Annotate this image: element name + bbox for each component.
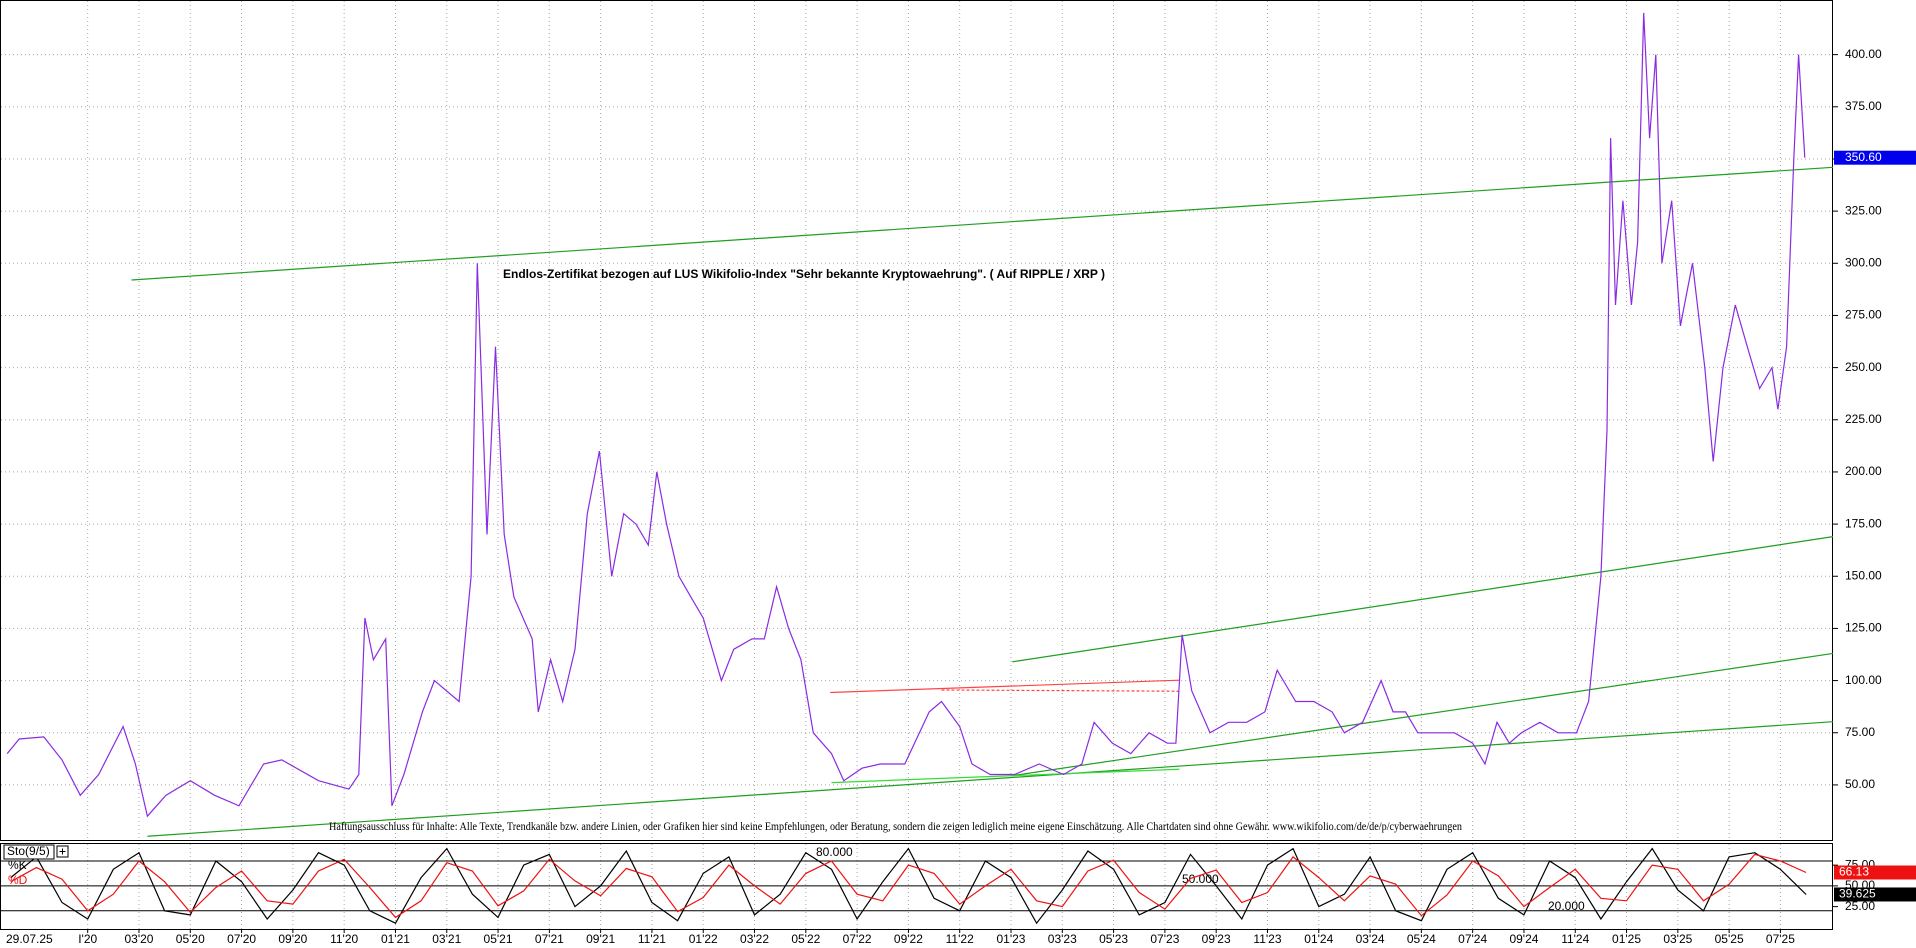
y-tick-label: 100.00 — [1845, 673, 1882, 687]
x-tick-label: 03'25 — [1663, 932, 1692, 946]
x-tick-label: 07'20 — [227, 932, 256, 946]
x-tick-label: I'20 — [78, 932, 97, 946]
last-value-label: 39.625 — [1839, 887, 1876, 901]
trendline — [1014, 652, 1834, 776]
trendline — [131, 166, 1834, 281]
y-tick-label: 325.00 — [1845, 203, 1882, 217]
y-tick-label: 225.00 — [1845, 412, 1882, 426]
x-tick-label: 05'21 — [484, 932, 513, 946]
x-tick-label: 05'24 — [1407, 932, 1436, 946]
y-tick-label: 25.00 — [1845, 899, 1875, 913]
series-line — [6, 12, 1806, 818]
x-tick-label: 09'20 — [278, 932, 307, 946]
y-tick-label: 200.00 — [1845, 464, 1882, 478]
x-tick-label: 01'21 — [381, 932, 410, 946]
y-tick-label: 50.00 — [1845, 777, 1875, 791]
x-tick-label: 01'25 — [1612, 932, 1641, 946]
trendline — [831, 768, 1180, 784]
x-tick-label: 05'23 — [1099, 932, 1128, 946]
x-tick-label: 11'22 — [946, 932, 974, 946]
date-label: 29.07.25 — [6, 932, 53, 946]
y-tick-label: 375.00 — [1845, 99, 1882, 113]
x-tick-label: 01'22 — [689, 932, 718, 946]
stoch-title-box — [3, 844, 55, 860]
legend-entry: %K — [8, 858, 27, 872]
x-tick-label: 09'24 — [1509, 932, 1538, 946]
y-tick-label: 275.00 — [1845, 308, 1882, 322]
x-tick-label: 09'23 — [1202, 932, 1231, 946]
disclaimer: Haftungsausschluss für Inhalte: Alle Tex… — [329, 819, 1462, 833]
y-tick-label: 175.00 — [1845, 516, 1882, 530]
last-value-label: 350.60 — [1845, 150, 1882, 164]
level-label: 80.000 — [816, 845, 853, 859]
y-tick-label: 250.00 — [1845, 360, 1882, 374]
x-tick-label: 11'21 — [638, 932, 666, 946]
add-icon — [59, 848, 66, 855]
x-tick-label: 07'23 — [1150, 932, 1179, 946]
y-tick-label: 300.00 — [1845, 255, 1882, 269]
stoch-title: Sto(9/5) — [7, 844, 50, 858]
last-value-box — [1834, 150, 1916, 165]
last-value-box — [1834, 887, 1916, 902]
legend-entry: %D — [8, 873, 28, 887]
x-tick-label: 07'22 — [843, 932, 872, 946]
x-tick-label: 11'23 — [1253, 932, 1281, 946]
y-tick-label: 75.00 — [1845, 725, 1875, 739]
trendline — [147, 721, 1834, 837]
series-line — [10, 847, 1807, 925]
y-tick-label: 400.00 — [1845, 47, 1882, 61]
x-tick-label: 01'24 — [1304, 932, 1333, 946]
trendline — [830, 679, 1180, 694]
x-tick-label: 05'25 — [1715, 932, 1744, 946]
trendline — [1012, 536, 1834, 663]
x-tick-label: 03'23 — [1048, 932, 1077, 946]
series-line — [10, 853, 1807, 919]
x-tick-label: 09'21 — [586, 932, 615, 946]
level-label: 20.000 — [1548, 899, 1585, 913]
stoch-panel — [0, 843, 1833, 930]
y-tick-label: 125.00 — [1845, 621, 1882, 635]
x-tick-label: 01'23 — [996, 932, 1025, 946]
x-tick-label: 03'21 — [432, 932, 461, 946]
x-tick-label: 03'22 — [740, 932, 769, 946]
x-tick-label: 05'22 — [791, 932, 820, 946]
main-panel — [0, 0, 1833, 841]
last-value-box — [1834, 865, 1916, 880]
x-tick-label: 11'24 — [1561, 932, 1589, 946]
x-tick-label: 07'21 — [535, 932, 564, 946]
x-tick-label: 07'25 — [1766, 932, 1795, 946]
x-tick-label: 05'20 — [176, 932, 205, 946]
x-tick-label: 09'22 — [894, 932, 923, 946]
x-tick-label: 03'24 — [1356, 932, 1385, 946]
level-label: 50.000 — [1182, 872, 1219, 886]
y-tick-label: 150.00 — [1845, 568, 1882, 582]
x-tick-label: 11'20 — [330, 932, 358, 946]
x-tick-label: 07'24 — [1458, 932, 1487, 946]
annotation: Endlos-Zertifikat bezogen auf LUS Wikifo… — [503, 267, 1105, 281]
last-value-label: 66.13 — [1839, 865, 1869, 879]
x-tick-label: 03'20 — [124, 932, 153, 946]
